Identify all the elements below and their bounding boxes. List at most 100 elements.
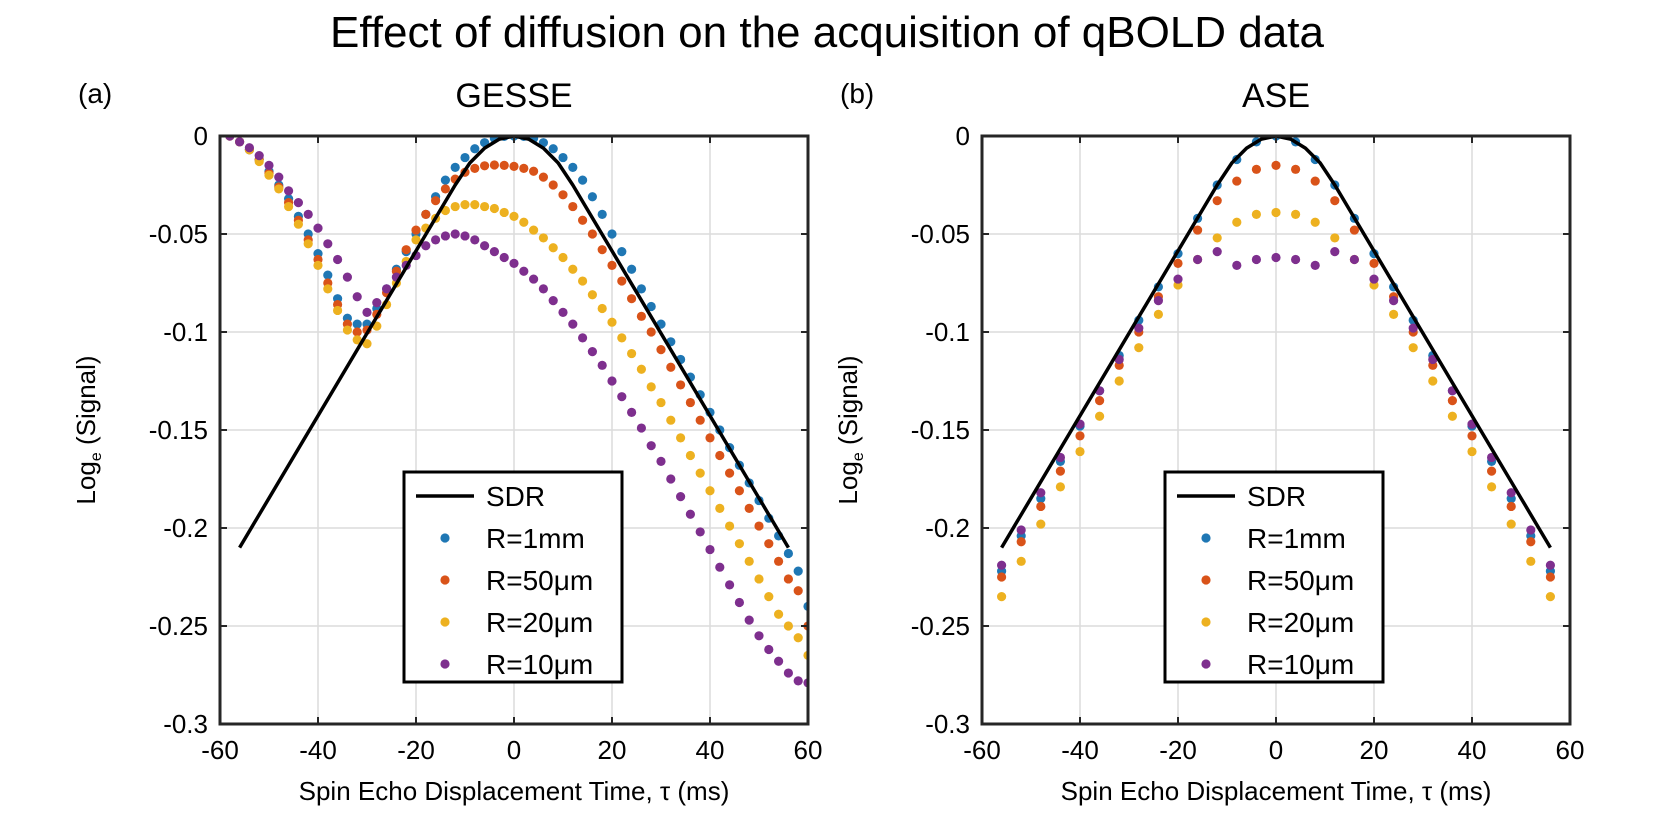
data-point	[274, 184, 284, 194]
data-point	[548, 180, 558, 190]
x-tick-label: 20	[598, 735, 627, 765]
y-axis-label: Loge (Signal)	[833, 355, 867, 504]
data-point	[1036, 519, 1046, 529]
data-point	[1212, 196, 1222, 206]
data-point	[1016, 556, 1026, 566]
data-point	[734, 486, 745, 496]
data-point	[783, 621, 794, 631]
data-point	[1526, 537, 1536, 547]
data-point	[676, 492, 686, 502]
data-point	[1016, 537, 1026, 547]
data-point	[431, 235, 441, 245]
data-point	[646, 382, 656, 392]
data-point	[617, 392, 627, 402]
data-point	[578, 333, 588, 343]
data-point	[715, 562, 725, 572]
data-point	[754, 521, 764, 531]
figure-title: Effect of diffusion on the acquisition o…	[330, 8, 1324, 57]
data-point	[333, 305, 343, 316]
data-point	[440, 231, 450, 241]
data-point	[597, 245, 607, 255]
data-point	[715, 503, 725, 513]
data-point	[695, 468, 705, 478]
data-point	[1447, 396, 1457, 406]
data-point	[725, 521, 735, 531]
data-point	[666, 415, 676, 425]
data-point	[1330, 196, 1340, 206]
data-point	[284, 201, 294, 212]
legend-box	[1163, 470, 1385, 684]
data-point	[793, 633, 803, 643]
x-tick-label: 0	[507, 735, 521, 765]
data-point	[774, 556, 784, 566]
legend-swatch	[1201, 617, 1211, 627]
data-point	[1134, 343, 1144, 353]
data-point	[1506, 501, 1516, 512]
y-tick-label: -0.2	[925, 513, 970, 543]
data-point	[499, 252, 509, 263]
data-point	[587, 229, 598, 239]
data-point	[440, 175, 450, 185]
legend-box	[402, 470, 624, 684]
series-R=10μm	[997, 247, 1555, 570]
data-point	[411, 225, 421, 235]
data-point	[1389, 309, 1399, 319]
data-point	[1408, 343, 1418, 353]
data-point	[1349, 225, 1359, 235]
data-point	[764, 644, 774, 655]
legend-label: R=1mm	[486, 523, 585, 554]
data-point	[1095, 396, 1105, 406]
data-layer	[997, 136, 1555, 602]
data-point	[1310, 260, 1320, 270]
data-point	[1271, 207, 1281, 218]
data-point	[460, 231, 470, 241]
data-point	[685, 450, 696, 461]
data-point	[646, 441, 656, 451]
data-point	[705, 544, 715, 555]
data-point	[783, 668, 794, 678]
x-tick-label: 60	[794, 735, 823, 765]
data-point	[607, 229, 617, 239]
data-point	[705, 486, 715, 496]
data-point	[480, 201, 490, 212]
data-point	[1193, 254, 1203, 265]
data-point	[1467, 446, 1477, 457]
data-point	[1330, 247, 1340, 257]
data-point	[744, 615, 754, 625]
data-point	[754, 631, 764, 641]
data-point	[558, 307, 568, 317]
data-point	[323, 239, 333, 249]
data-point	[470, 200, 480, 210]
data-point	[1545, 560, 1555, 570]
data-point	[460, 200, 470, 210]
data-point	[254, 151, 264, 161]
data-point	[715, 450, 725, 461]
y-tick-label: -0.3	[163, 709, 208, 739]
data-point	[440, 184, 450, 194]
data-point	[1408, 323, 1418, 333]
data-point	[1212, 233, 1222, 243]
data-point	[1467, 431, 1477, 441]
panel-label: (b)	[840, 78, 874, 109]
data-point	[1487, 482, 1497, 492]
data-point	[725, 580, 735, 590]
data-point	[578, 215, 588, 225]
legend-label: R=20μm	[1247, 607, 1354, 638]
legend: SDR R=1mm R=50μm R=20μm R=10μm	[402, 470, 624, 684]
data-point	[480, 161, 490, 171]
data-point	[1036, 488, 1046, 498]
y-axis-label: Loge (Signal)	[71, 355, 105, 504]
data-point	[1232, 176, 1242, 186]
y-tick-label: -0.1	[925, 317, 970, 347]
data-point	[470, 235, 480, 245]
data-point	[489, 247, 499, 257]
y-tick-label: -0.05	[149, 219, 208, 249]
data-point	[607, 376, 617, 386]
data-point	[1310, 176, 1320, 186]
data-point	[734, 597, 745, 608]
panel-b: (b) ASE -60 -40 -20 0 20 40 60 0 -0.05 -0.1 -0.15 -0.…	[833, 77, 1584, 806]
x-tick-label: -20	[1159, 735, 1197, 765]
data-point	[997, 572, 1007, 582]
data-point	[1291, 164, 1301, 174]
